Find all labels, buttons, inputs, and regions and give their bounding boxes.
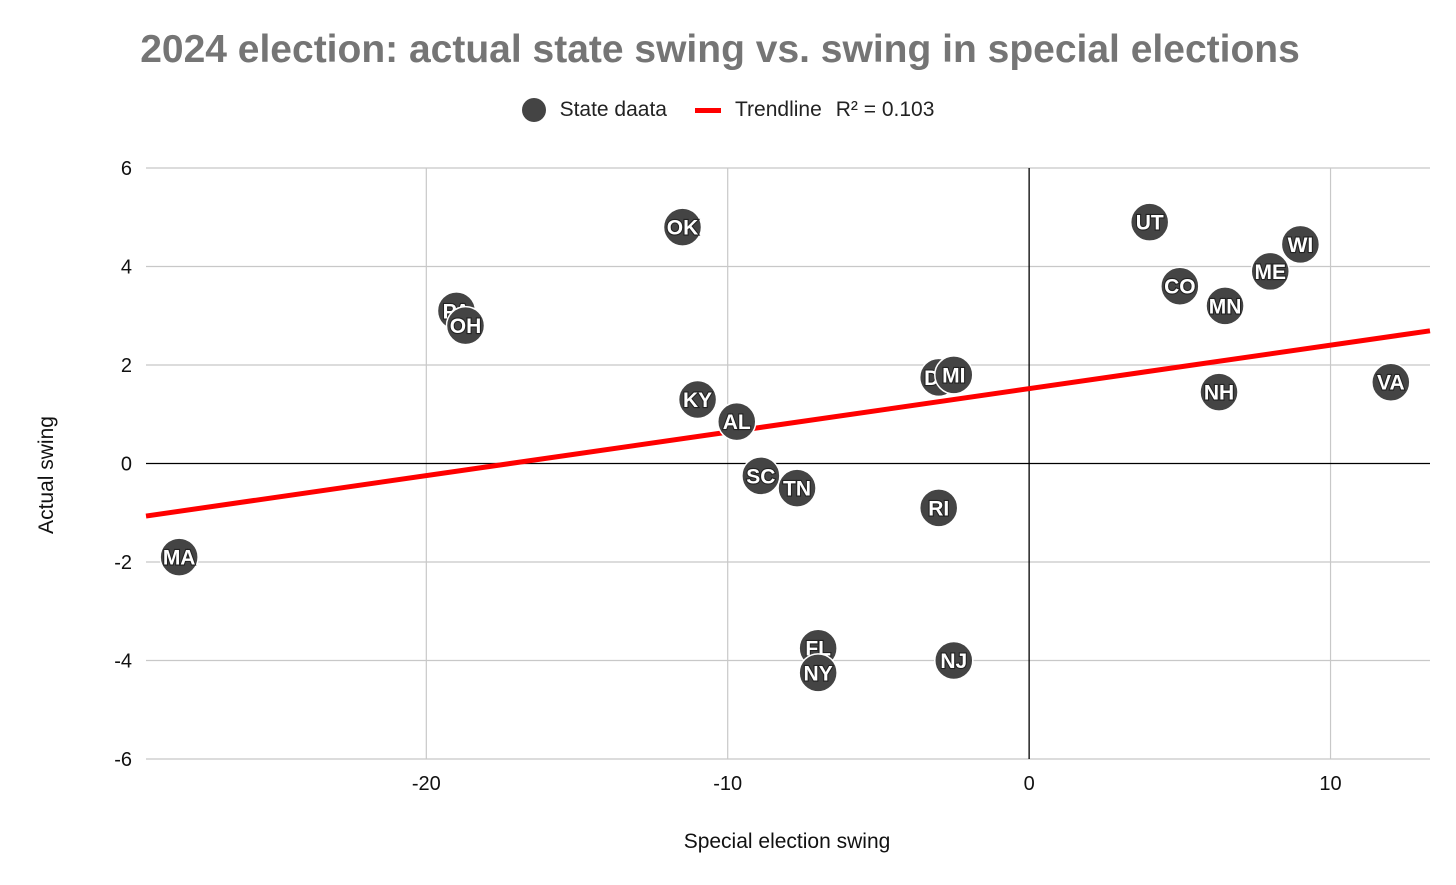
data-point-marker[interactable]	[1280, 224, 1321, 265]
trendline	[145, 328, 1431, 519]
data-point-co[interactable]: CO	[1160, 266, 1200, 306]
data-point-tn[interactable]: TN	[777, 468, 817, 508]
data-point-label: NH	[1204, 382, 1234, 405]
data-point-mn[interactable]: MN	[1205, 286, 1245, 326]
data-point-marker[interactable]	[159, 537, 199, 577]
data-point-ma[interactable]: MA	[159, 537, 199, 577]
x-tick-label: -20	[412, 773, 441, 795]
trendline-layer	[145, 328, 1431, 519]
data-point-ut[interactable]: UT	[1129, 202, 1170, 242]
data-point-mi[interactable]: MI	[934, 355, 974, 395]
chart-title: 2024 election: actual state swing vs. sw…	[140, 28, 1300, 71]
data-point-marker[interactable]	[934, 355, 974, 395]
data-point-marker[interactable]	[918, 488, 959, 528]
data-point-marker[interactable]	[1205, 286, 1245, 326]
legend-label-state-data: State daata	[559, 98, 667, 121]
data-point-marker[interactable]	[798, 653, 838, 693]
data-point-label: UT	[1136, 212, 1164, 235]
axis-layer: 6 4 2 0 -2 -4 -6 -20 -10 0 10	[114, 158, 1430, 795]
data-point-label: VA	[1377, 372, 1405, 395]
data-point-sc[interactable]: SC	[741, 456, 781, 496]
data-point-marker[interactable]	[445, 305, 486, 346]
data-point-label: KY	[683, 389, 712, 412]
data-point-marker[interactable]	[717, 401, 757, 442]
data-point-wi[interactable]: WI	[1280, 224, 1321, 265]
legend-entry-trendline[interactable]: Trendline R² = 0.103	[694, 98, 935, 122]
data-point-label: NY	[804, 662, 833, 685]
legend-label-trendline: Trendline	[734, 98, 822, 121]
data-point-label: MI	[942, 364, 965, 387]
data-point-marker[interactable]	[677, 379, 718, 420]
data-point-nh[interactable]: NH	[1199, 372, 1239, 412]
data-point-label: OK	[667, 217, 699, 240]
data-point-marker[interactable]	[1250, 251, 1291, 292]
legend-marker-line	[694, 107, 721, 113]
data-point-label: SC	[746, 465, 775, 488]
legend-r-squared: R² = 0.103	[835, 98, 935, 121]
data-point-label: MA	[163, 547, 196, 570]
data-point-marker[interactable]	[662, 207, 703, 247]
data-point-al[interactable]: AL	[717, 401, 757, 442]
data-point-va[interactable]: VA	[1371, 362, 1411, 402]
data-point-label: NJ	[940, 650, 967, 673]
data-point-marker[interactable]	[1199, 372, 1239, 412]
data-point-label: ME	[1255, 261, 1287, 284]
y-tick-label: 0	[121, 454, 132, 476]
y-tick-label: 6	[121, 158, 132, 180]
x-tick-label: 0	[1024, 773, 1035, 795]
data-point-marker[interactable]	[1129, 202, 1170, 242]
data-point-me[interactable]: ME	[1250, 251, 1291, 292]
data-point-oh[interactable]: OH	[445, 305, 486, 346]
y-tick-label: -2	[114, 552, 132, 574]
data-point-nj[interactable]: NJ	[934, 640, 974, 681]
y-tick-label: 2	[121, 355, 132, 377]
data-point-marker[interactable]	[777, 468, 817, 508]
data-point-marker[interactable]	[741, 456, 781, 496]
y-tick-label: 4	[121, 257, 132, 279]
legend-marker-dot	[521, 98, 546, 122]
points-layer: MAPAOHOKKYALSCTNFLNYDEMIRINJUTCOMNNHMEWI…	[159, 202, 1411, 693]
data-point-label: CO	[1164, 276, 1196, 299]
data-point-label: AL	[723, 411, 751, 434]
data-point-label: RI	[928, 497, 949, 520]
data-point-marker[interactable]	[1160, 266, 1200, 306]
data-point-ok[interactable]: OK	[662, 207, 703, 247]
data-point-label: MN	[1209, 295, 1242, 318]
data-point-label: OH	[450, 315, 482, 338]
data-point-label: TN	[783, 478, 811, 501]
data-point-marker[interactable]	[934, 640, 974, 681]
data-point-marker[interactable]	[1371, 362, 1411, 402]
y-tick-label: -4	[114, 651, 132, 673]
legend: State daata Trendline R² = 0.103	[0, 98, 1456, 122]
legend-entry-state-data[interactable]: State daata	[521, 98, 667, 122]
data-point-label: WI	[1288, 234, 1314, 257]
x-tick-label: -10	[713, 773, 742, 795]
data-point-ri[interactable]: RI	[918, 488, 959, 528]
data-point-ky[interactable]: KY	[677, 379, 718, 420]
x-axis-label: Special election swing	[684, 830, 891, 853]
x-tick-label: 10	[1319, 773, 1341, 795]
y-axis-label: Actual swing	[35, 416, 58, 534]
y-tick-label: -6	[114, 749, 132, 771]
grid-layer	[146, 167, 1430, 760]
data-point-ny[interactable]: NY	[798, 653, 838, 693]
